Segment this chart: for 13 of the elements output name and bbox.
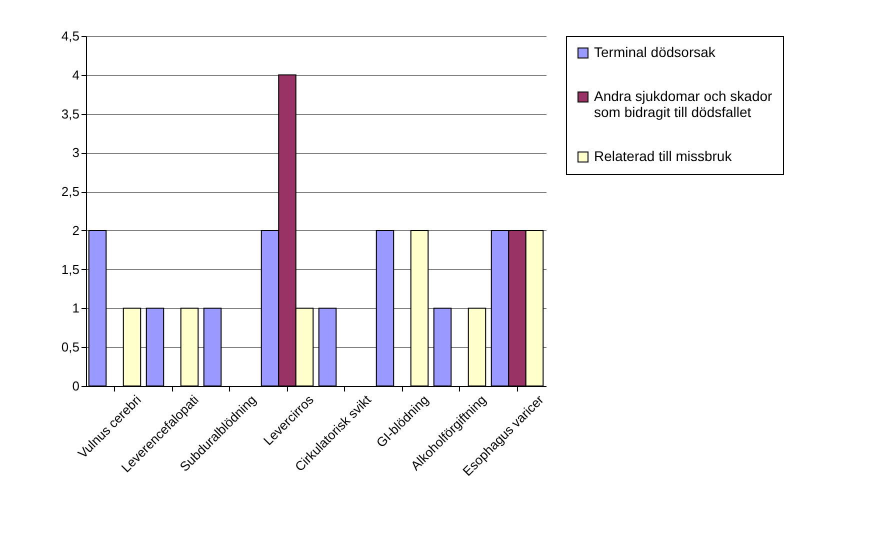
y-tick-label: 1 (72, 300, 80, 316)
y-tick-label: 1,5 (61, 262, 80, 277)
y-tick-label: 3,5 (61, 106, 80, 122)
y-tick-label: 3 (72, 145, 80, 160)
legend-label: Andra sjukdomar och skador som bidragit till dödsfallet (594, 88, 773, 120)
legend-label: Terminal dödsorsak (594, 44, 716, 60)
y-tick-label: 0 (72, 378, 80, 394)
y-tick-label: 0,5 (61, 340, 80, 355)
legend-label: Relaterad till missbruk (594, 148, 733, 164)
y-tick-label: 2,5 (61, 184, 80, 200)
y-tick-label: 4 (72, 67, 80, 82)
y-tick-label: 2 (72, 222, 80, 238)
y-tick-label: 4,5 (61, 28, 80, 44)
